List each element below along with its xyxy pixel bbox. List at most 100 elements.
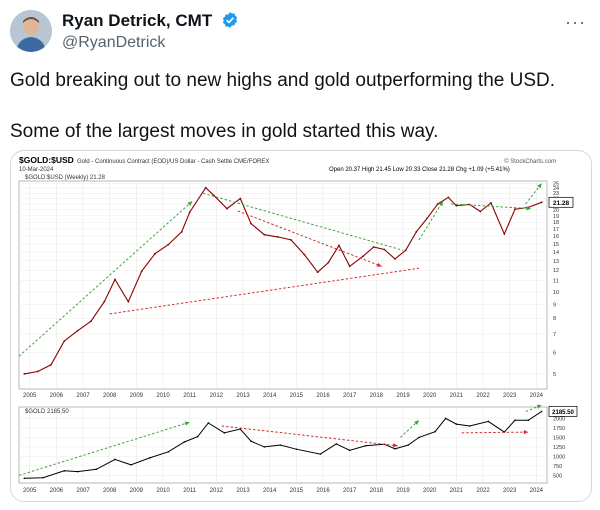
x-tick-label: 2023 [503,488,517,494]
arrowhead [438,201,443,207]
data-point [183,441,186,443]
y-tick-label: 17 [553,227,559,233]
data-point [303,253,306,256]
y-tick-label: 16 [553,234,559,240]
x-tick-label: 2021 [450,488,464,494]
y-tick-label: 14 [553,250,559,256]
avatar-image [10,10,52,52]
resistance-line [202,192,404,251]
last-value-box [548,196,574,208]
data-point [434,430,436,433]
x-tick-label: 2005 [23,393,37,399]
author-name[interactable]: Ryan Detrick, CMT [62,11,239,31]
data-point [196,435,199,438]
data-point [540,410,543,413]
chart-canvas: 2005 2006 2007 2008 2009 2010 2011 2012 2013 2014… [18,155,578,494]
data-point [127,300,130,303]
author-handle[interactable]: @RyanDetrick [62,34,166,51]
verified-badge-icon [222,12,237,28]
y-tick-label: 19 [553,214,559,220]
data-point [372,246,375,248]
data-point [114,278,116,281]
chart-image[interactable]: 2005 2006 2007 2008 2009 2010 2011 2012 2013 2014… [10,150,592,502]
x-tick-label: 2018 [370,393,384,399]
y-tick-label: 5 [553,372,556,378]
arrowhead [414,420,419,425]
data-point [364,444,367,447]
chart-date: 10-Mar-2024 [19,167,54,173]
data-point [383,248,386,251]
data-point [479,210,482,213]
x-tick-label: 2007 [76,393,90,399]
data-point [130,463,132,466]
more-dots-icon[interactable]: ··· [565,12,586,32]
x-tick-label: 2007 [76,488,90,494]
x-tick-label: 2020 [423,393,437,399]
top-plot-area [18,180,548,390]
data-point [447,196,450,199]
y-tick-label: 15 [553,242,559,248]
data-point [167,243,170,246]
data-point [503,233,506,235]
data-point [263,233,266,236]
data-point [167,451,170,453]
x-tick-label: 2014 [263,393,277,399]
data-point [348,449,351,452]
chart-source: © StockCharts.com [504,158,556,165]
x-tick-label: 2008 [103,488,117,494]
bottom-plot-area [18,406,548,484]
data-point [327,261,330,264]
data-point [514,208,516,211]
chart-legend-bottom: $GOLD 2185.50 [25,409,69,415]
data-point [188,211,191,214]
y-tick-label: 12 [553,268,559,274]
y-tick-label: 18 [553,220,559,226]
x-tick-label: 2010 [156,393,170,399]
data-point [490,201,492,204]
data-point [103,300,106,303]
chart-subtitle: Gold - Continuous Contract (EOD)/US Doll… [77,159,269,165]
y-tick-label: 13 [553,259,559,265]
y-tick-label: 8 [553,316,556,322]
avatar[interactable] [10,10,52,52]
last-value-label: 2185.50 [552,410,574,416]
x-tick-label: 2009 [130,393,144,399]
y-tick-label: 10 [553,290,559,296]
y-tick-label: 11 [553,279,559,285]
data-point [527,419,530,422]
data-point [362,255,364,258]
data-point [348,265,351,268]
data-point [140,270,143,273]
arrowhead [392,443,398,448]
x-tick-label: 2013 [236,393,250,399]
data-point [250,222,252,225]
data-point [514,419,516,422]
x-tick-label: 2024 [530,393,544,399]
y-tick-label: 20 [553,208,559,214]
data-point [338,244,340,247]
arrowhead [376,262,382,267]
x-tick-label: 2017 [343,393,357,399]
data-point [319,453,322,455]
y-tick-label: 1250 [553,445,565,451]
x-tick-label: 2017 [343,488,357,494]
trend-arrow-up-2 [418,200,444,241]
data-point [23,372,26,375]
y-tick-label: 23 [553,191,559,197]
y-tick-label: 7 [553,332,556,338]
data-point [418,436,420,439]
data-point [394,448,396,450]
data-point [263,446,266,448]
data-point [114,458,116,461]
data-point [207,422,210,424]
data-point [394,258,396,260]
trend-arrow-down [237,210,382,267]
data-point [407,444,410,446]
arrowhead [184,421,190,426]
data-point [154,252,156,255]
data-point [436,203,439,205]
data-point [148,457,151,459]
data-point [279,444,282,446]
x-tick-label: 2023 [503,393,517,399]
data-point [180,230,183,233]
